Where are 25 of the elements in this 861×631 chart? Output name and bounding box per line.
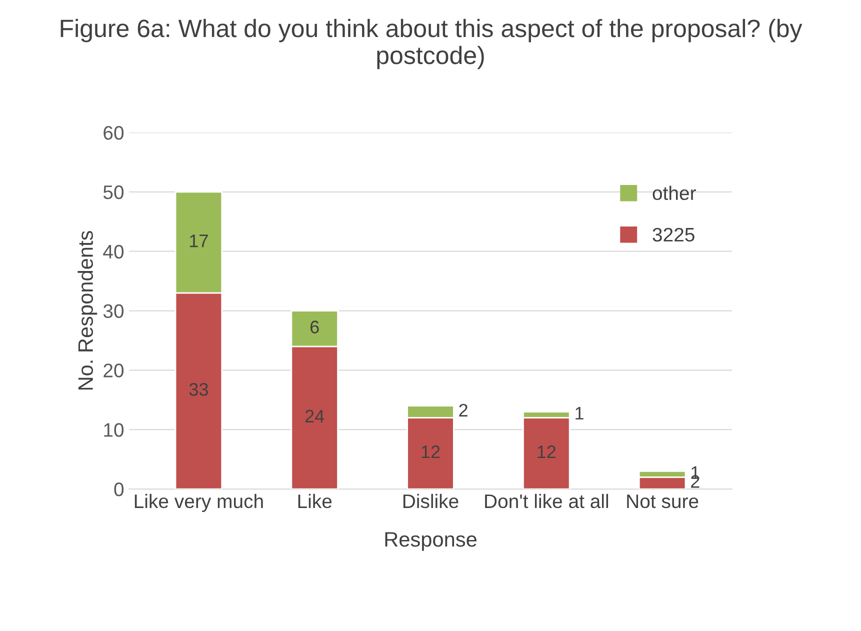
data-label: 17 xyxy=(190,234,208,248)
x-tick-label: Don't like at all xyxy=(485,494,608,508)
x-tick-label: Not sure xyxy=(627,494,698,508)
data-label: 1 xyxy=(576,407,584,420)
data-label: 24 xyxy=(305,410,324,422)
y-tick-label: 40 xyxy=(103,244,124,259)
x-axis-title: Response xyxy=(385,532,476,551)
y-tick-label: 50 xyxy=(103,185,124,200)
y-tick-label: 60 xyxy=(104,126,124,140)
x-tick-label: Like xyxy=(298,494,332,508)
y-tick-label: 30 xyxy=(103,304,124,318)
legend-label: other xyxy=(652,186,696,200)
x-tick-label: Dislike xyxy=(403,494,458,508)
data-label: 6 xyxy=(310,320,319,334)
y-tick-label: 10 xyxy=(104,423,124,437)
data-label: 33 xyxy=(189,383,208,396)
y-tick-label: 0 xyxy=(114,482,124,496)
chart-title: Figure 6a: What do you think about this aspect of the proposal? (by postcode) xyxy=(60,18,802,70)
data-label: 12 xyxy=(538,445,556,458)
legend-label: 3225 xyxy=(652,228,694,242)
y-axis-title: No. Respondents xyxy=(78,231,98,390)
x-tick-label: Like very much xyxy=(134,494,263,512)
data-label: 2 xyxy=(459,404,468,416)
y-tick-label: 20 xyxy=(104,364,124,378)
data-label: 12 xyxy=(422,445,440,458)
